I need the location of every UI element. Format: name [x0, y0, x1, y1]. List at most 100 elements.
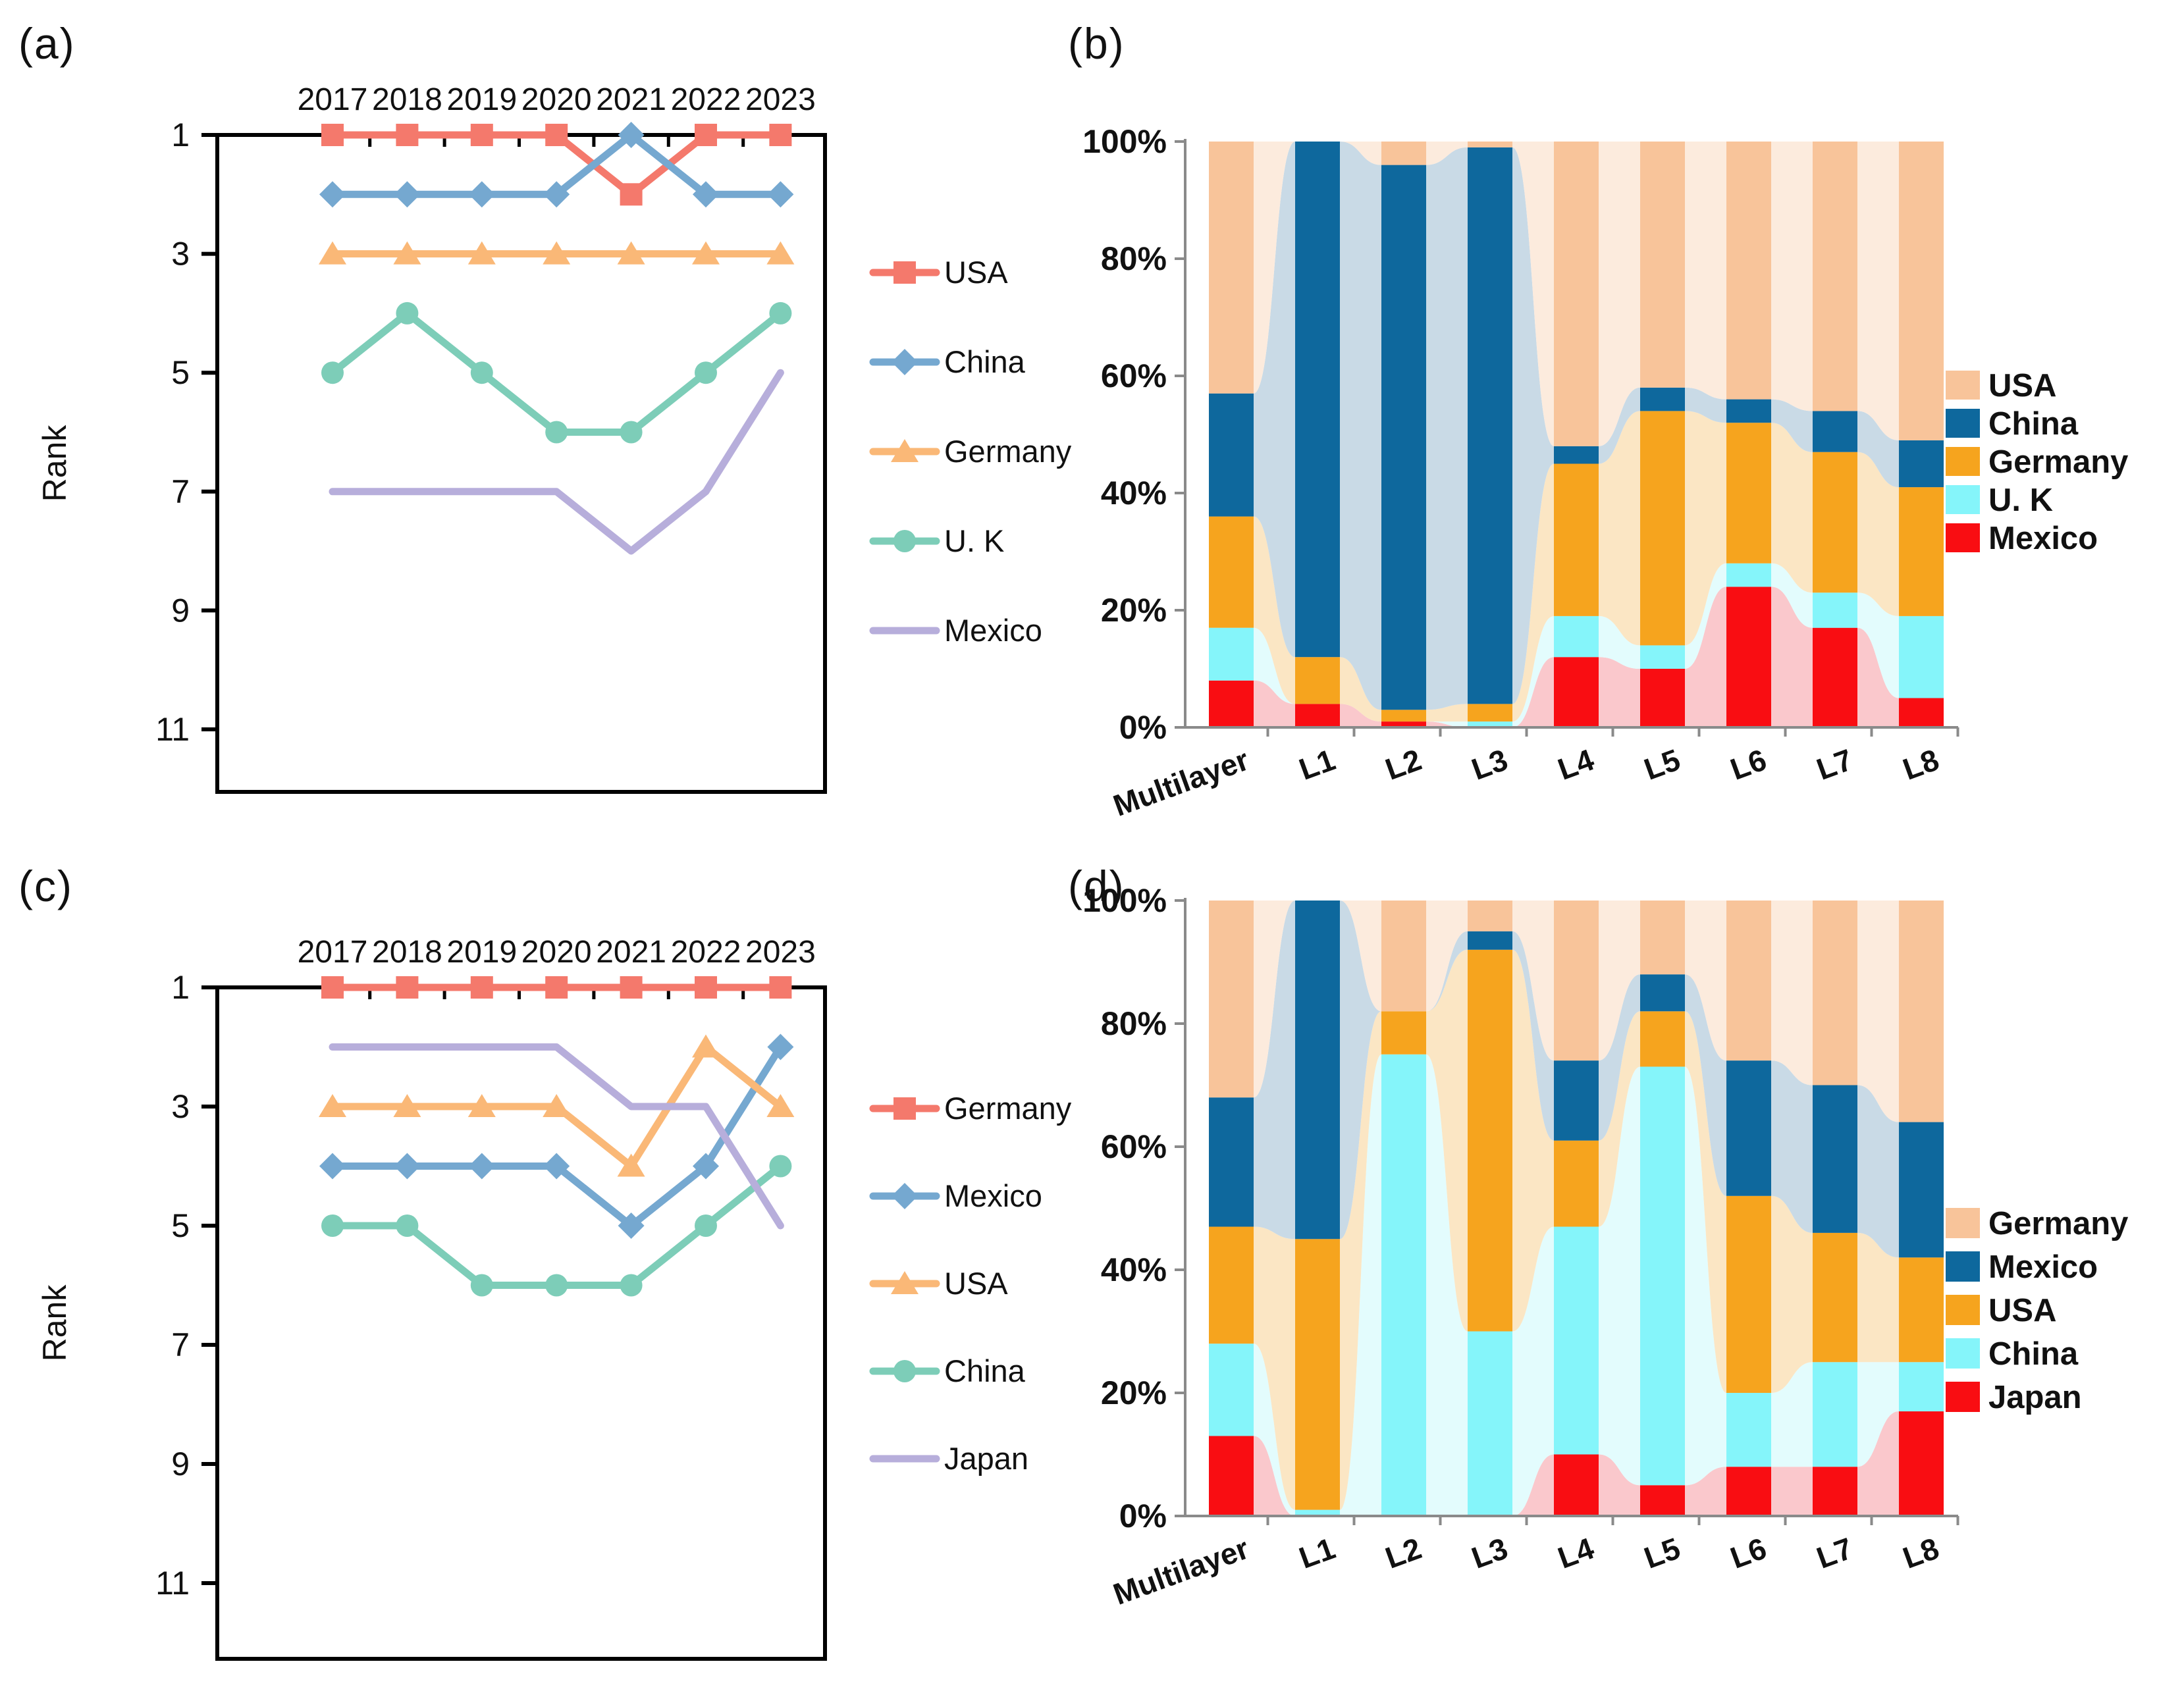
point-marker: [617, 241, 645, 265]
flow-mexico: [1857, 627, 1899, 727]
flow-usa: [1426, 142, 1468, 165]
category-label: L2: [1381, 1531, 1425, 1575]
bar-segment-l8-usa: [1899, 142, 1944, 440]
category-label: L3: [1467, 743, 1512, 787]
bar-segment-l5-germany: [1640, 411, 1685, 646]
point-marker: [394, 1153, 421, 1180]
point-marker: [769, 1155, 792, 1178]
legend-item-uk: U. K: [1946, 483, 2053, 518]
series-a-usa: [321, 124, 792, 206]
flow-china: [1857, 411, 1899, 488]
bar-segment-l4-usa: [1554, 142, 1599, 446]
legend-label: Germany: [1988, 1206, 2128, 1241]
flow-germany: [1340, 657, 1381, 722]
legend-item-china: China: [1946, 406, 2079, 442]
point-marker: [618, 122, 645, 148]
legend-label: Japan: [944, 1441, 1028, 1476]
percent-tick-label: 0%: [1119, 1498, 1167, 1534]
bar-segment-l2-china: [1381, 165, 1426, 710]
flow-uk: [1426, 721, 1468, 727]
category-label: L2: [1381, 743, 1425, 787]
series-a-germany: [319, 241, 795, 265]
panel-d-bars: [1209, 901, 1944, 1516]
flow-uk: [1512, 615, 1554, 727]
year-label: 2023: [745, 82, 816, 117]
flow-japan: [1599, 1454, 1640, 1516]
legend-item-mexico: Mexico: [1946, 521, 2098, 556]
rank-tick-label: 11: [155, 1565, 190, 1602]
bar-segment-l8-germany: [1899, 487, 1944, 616]
legend-item-usa: USA: [1946, 368, 2056, 404]
panel-a-frame: [215, 133, 827, 794]
bar-segment-l1-china: [1295, 142, 1340, 658]
point-marker: [467, 241, 496, 265]
flow-china: [1771, 399, 1813, 452]
bar-segment-l7-uk: [1813, 592, 1857, 628]
flow-germany: [1512, 901, 1554, 1061]
point-marker: [545, 124, 568, 146]
legend-item-japan: Japan: [1946, 1380, 2082, 1415]
bar-segment-l1-mexico: [1295, 901, 1340, 1240]
year-label: 2019: [446, 935, 517, 970]
bar-segment-l7-mexico: [1813, 1085, 1857, 1233]
series-line: [329, 369, 784, 555]
panel-c-y-axis: 1 3 5 7 9 11: [155, 969, 217, 1602]
flow-japan: [1254, 1436, 1295, 1516]
legend-marker: [891, 439, 919, 462]
point-marker: [393, 1094, 421, 1117]
flow-mexico: [1599, 657, 1640, 727]
bar-segment-l2-usa: [1381, 142, 1426, 165]
panel-d-label: (d): [1068, 862, 1125, 910]
flow-germany: [1426, 704, 1468, 722]
panel-a-x-axis-labels: 2017 2018 2019 2020 2021 2022 2023: [298, 82, 816, 117]
legend-item-usa: USA: [869, 255, 1008, 290]
category-label: L6: [1726, 743, 1771, 787]
flow-mexico: [1771, 1060, 1813, 1233]
bar-segment-l5-usa: [1640, 142, 1685, 388]
flow-china: [1426, 147, 1468, 710]
legend-marker: [893, 261, 916, 284]
bar-segment-l6-mexico: [1726, 1060, 1771, 1196]
year-label: 2017: [298, 82, 368, 117]
point-marker: [468, 181, 495, 208]
point-marker: [321, 361, 344, 384]
point-marker: [321, 124, 344, 146]
bar-segment-l8-germany: [1899, 901, 1944, 1122]
point-marker: [543, 241, 571, 265]
bar-segment-l7-germany: [1813, 901, 1857, 1085]
bar-segment-multilayer-germany: [1209, 901, 1254, 1098]
rank-tick-label: 3: [171, 236, 190, 273]
panel-d-flows: [1254, 901, 1899, 1516]
rank-tick-label: 5: [171, 1207, 190, 1244]
legend-item-germany: Germany: [1946, 1206, 2128, 1241]
point-marker: [545, 1274, 568, 1297]
bar-segment-l3-uk: [1468, 721, 1512, 727]
category-label: L3: [1467, 1531, 1512, 1575]
percent-tick-label: 60%: [1101, 1128, 1167, 1165]
bar-segment-l5-china: [1640, 387, 1685, 411]
bar-segment-l2-usa: [1381, 1011, 1426, 1055]
flow-uk: [1599, 615, 1640, 669]
point-marker: [545, 976, 568, 999]
category-label: L7: [1812, 743, 1857, 787]
bar-segment-l4-mexico: [1554, 1060, 1599, 1141]
bar-segment-l5-mexico: [1640, 974, 1685, 1012]
point-marker: [545, 421, 568, 444]
legend-item-germany: Germany: [1946, 444, 2128, 480]
flow-china: [1685, 387, 1726, 423]
flow-germany: [1254, 516, 1295, 704]
legend-marker: [893, 1360, 916, 1382]
flow-china: [1340, 142, 1381, 710]
point-marker: [769, 976, 792, 999]
point-marker: [396, 301, 419, 325]
flow-china: [1254, 142, 1295, 658]
point-marker: [396, 124, 419, 146]
bar-segment-multilayer-usa: [1209, 142, 1254, 394]
flow-usa: [1254, 1226, 1295, 1510]
panel-b-bars: [1209, 142, 1944, 727]
flow-germany: [1857, 901, 1899, 1122]
category-label: Multilayer: [1109, 743, 1254, 823]
flow-germany: [1599, 901, 1640, 1061]
rank-tick-label: 7: [171, 473, 190, 510]
